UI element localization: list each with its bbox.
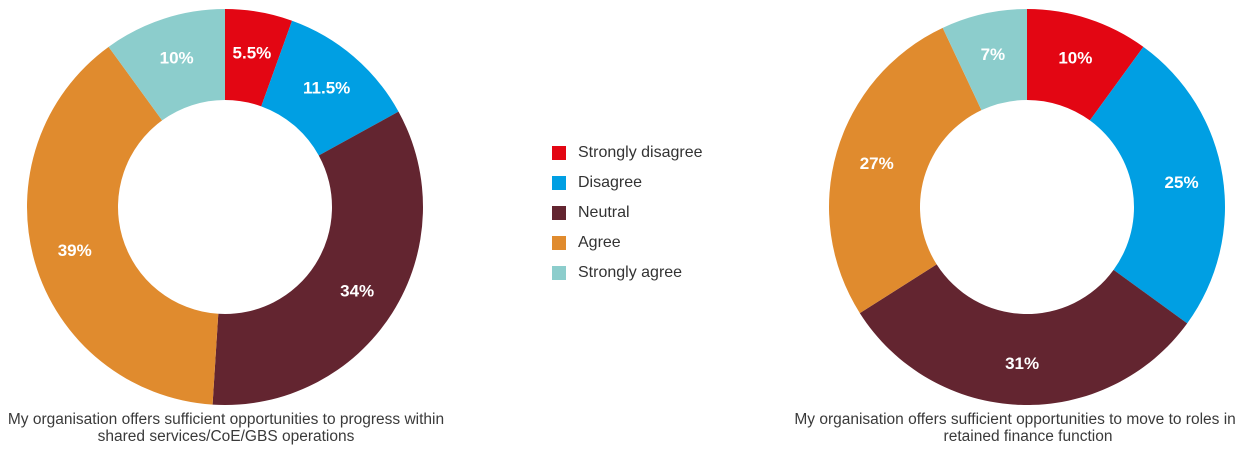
slice-strongly-agree (942, 9, 1027, 111)
slice-label-disagree: 25% (1165, 173, 1199, 192)
chart-caption-left: My organisation offers sufficient opport… (7, 411, 445, 445)
slice-neutral (859, 264, 1188, 406)
legend: Strongly disagree Disagree Neutral Agree… (552, 138, 703, 288)
legend-swatch-agree (552, 236, 566, 250)
slice-label-agree: 27% (860, 154, 894, 173)
slice-label-neutral: 34% (340, 281, 374, 300)
slice-agree (27, 46, 219, 405)
legend-item-strongly-agree: Strongly agree (552, 258, 703, 288)
slice-label-strongly-agree: 10% (160, 49, 194, 68)
legend-swatch-disagree (552, 176, 566, 190)
donut-chart-shared-services: 5.5% 11.5% 34% 39% 10% (27, 9, 423, 406)
legend-item-disagree: Disagree (552, 168, 703, 198)
slice-label-agree: 39% (58, 241, 92, 260)
legend-swatch-neutral (552, 206, 566, 220)
slice-label-strongly-disagree: 10% (1058, 49, 1092, 68)
slice-agree (828, 27, 982, 314)
chart-caption-right: My organisation offers sufficient opport… (794, 411, 1237, 445)
slice-strongly-disagree (1027, 9, 1144, 121)
slice-label-strongly-agree: 7% (981, 45, 1006, 64)
slice-label-disagree: 11.5% (303, 78, 350, 97)
legend-swatch-strongly-disagree (552, 146, 566, 160)
slice-neutral (212, 111, 423, 406)
legend-label: Strongly agree (578, 264, 683, 281)
slice-strongly-agree (108, 9, 225, 121)
legend-label: Agree (578, 234, 621, 251)
legend-swatch-strongly-agree (552, 266, 566, 280)
slice-disagree (1089, 46, 1225, 324)
legend-item-neutral: Neutral (552, 198, 703, 228)
slice-disagree (261, 20, 399, 156)
legend-label: Strongly disagree (578, 144, 703, 161)
legend-label: Neutral (578, 204, 630, 221)
slice-strongly-disagree (225, 9, 293, 107)
slice-label-strongly-disagree: 5.5% (233, 43, 272, 62)
slice-label-neutral: 31% (1005, 354, 1039, 373)
donut-chart-retained-finance: 10% 25% 31% 27% 7% (828, 9, 1225, 406)
legend-item-strongly-disagree: Strongly disagree (552, 138, 703, 168)
legend-item-agree: Agree (552, 228, 703, 258)
legend-label: Disagree (578, 174, 643, 191)
